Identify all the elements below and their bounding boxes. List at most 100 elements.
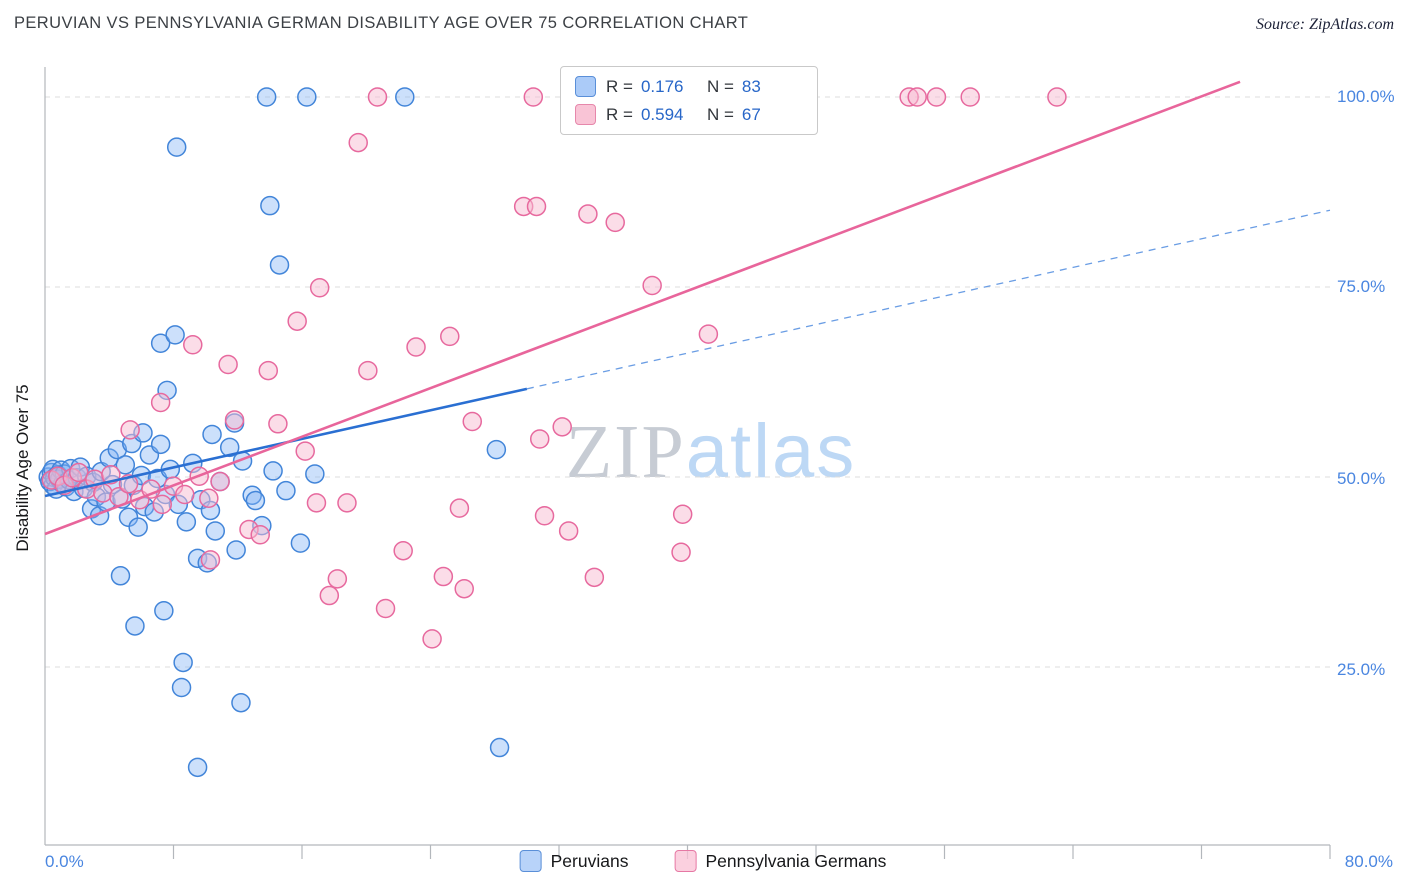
point-pennsylvania-germans xyxy=(200,550,221,570)
point-peruvians xyxy=(202,424,222,445)
point-pennsylvania-germans xyxy=(93,483,113,503)
legend-item-peruvians: Peruvians xyxy=(519,850,629,872)
point-pennsylvania-germans xyxy=(319,585,340,606)
point-peruvians xyxy=(166,137,187,157)
point-peruvians xyxy=(242,485,262,505)
chart-title: PERUVIAN VS PENNSYLVANIA GERMAN DISABILI… xyxy=(14,14,749,32)
point-peruvians xyxy=(269,255,290,275)
point-pennsylvania-germans xyxy=(218,354,238,375)
watermark-zip: ZIP xyxy=(565,410,686,494)
point-peruvians xyxy=(154,601,174,621)
point-pennsylvania-germans xyxy=(348,132,368,153)
legend-row-pa-germans: R = 0.594 N = 67 xyxy=(575,104,803,125)
point-pennsylvania-germans xyxy=(199,488,219,509)
point-pennsylvania-germans xyxy=(440,326,460,347)
point-peruvians xyxy=(297,87,317,107)
point-pennsylvania-germans xyxy=(433,566,454,587)
point-peruvians xyxy=(489,737,510,758)
x-min-label: 0.0% xyxy=(45,852,84,871)
point-pennsylvania-germans xyxy=(68,462,89,483)
pa-germans-trendline-solid xyxy=(44,80,1241,536)
pa-germans-swatch-icon xyxy=(575,104,596,125)
point-pennsylvania-germans xyxy=(295,441,315,461)
point-pennsylvania-germans xyxy=(584,567,605,588)
point-pennsylvania-germans xyxy=(454,578,474,599)
point-pennsylvania-germans xyxy=(358,360,378,381)
point-pennsylvania-germans xyxy=(672,504,693,524)
point-pennsylvania-germans xyxy=(523,87,544,107)
point-peruvians xyxy=(173,652,193,673)
point-pennsylvania-germans xyxy=(462,411,483,432)
point-peruvians xyxy=(150,434,171,455)
x-max-label: 80.0% xyxy=(1344,852,1393,871)
y-tick-100: 100.0% xyxy=(1337,87,1395,106)
watermark-atlas: atlas xyxy=(685,409,857,494)
r-label: R = xyxy=(606,104,633,124)
peruvians-trendline-dashed xyxy=(526,209,1331,390)
point-pennsylvania-germans xyxy=(605,212,625,233)
point-peruvians xyxy=(231,692,251,713)
point-pennsylvania-germans xyxy=(698,324,719,344)
point-pennsylvania-germans xyxy=(960,87,980,107)
point-peruvians xyxy=(125,616,145,636)
point-peruvians xyxy=(290,533,311,553)
point-peruvians xyxy=(263,461,283,481)
point-pennsylvania-germans xyxy=(449,498,470,518)
y-tick-75: 75.0% xyxy=(1337,277,1386,296)
point-pennsylvania-germans xyxy=(210,471,230,492)
legend-label-peruvians: Peruvians xyxy=(550,850,629,871)
n-value-pa-germans: 67 xyxy=(741,104,761,124)
peruvians-swatch-icon xyxy=(575,76,596,97)
point-pennsylvania-germans xyxy=(224,410,245,430)
point-peruvians xyxy=(107,439,128,460)
point-pennsylvania-germans xyxy=(406,337,426,357)
point-pennsylvania-germans xyxy=(578,204,598,224)
point-pennsylvania-germans xyxy=(375,598,396,619)
point-pennsylvania-germans xyxy=(558,521,579,541)
legend-row-peruvians: R = 0.176 N = 83 xyxy=(575,76,803,97)
point-peruvians xyxy=(245,490,266,511)
peruvians-swatch-icon xyxy=(519,850,542,872)
point-peruvians xyxy=(260,195,280,216)
correlation-legend-box: R = 0.176 N = 83 R = 0.594 N = 67 xyxy=(560,66,818,135)
point-peruvians xyxy=(187,757,208,778)
r-label: R = xyxy=(606,76,633,96)
point-pennsylvania-germans xyxy=(309,278,330,298)
point-pennsylvania-germans xyxy=(327,569,348,589)
point-peruvians xyxy=(110,566,131,586)
point-pennsylvania-germans xyxy=(367,87,388,107)
point-pennsylvania-germans xyxy=(287,311,307,331)
y-tick-25: 25.0% xyxy=(1337,660,1386,679)
point-peruvians xyxy=(219,437,240,458)
watermark: ZIPatlas xyxy=(566,408,857,496)
point-pennsylvania-germans xyxy=(907,87,927,107)
point-pennsylvania-germans xyxy=(150,392,171,413)
point-pennsylvania-germans xyxy=(422,629,442,649)
point-peruvians xyxy=(115,455,136,475)
point-peruvians xyxy=(128,517,148,537)
legend-label-pa-germans: Pennsylvania Germans xyxy=(705,850,887,871)
point-peruvians xyxy=(226,540,246,560)
n-label: N = xyxy=(706,104,734,124)
point-pennsylvania-germans xyxy=(534,506,555,526)
point-pennsylvania-germans xyxy=(306,493,327,513)
point-pennsylvania-germans xyxy=(1047,87,1067,107)
point-pennsylvania-germans xyxy=(183,335,203,355)
point-peruvians xyxy=(305,464,325,484)
point-pennsylvania-germans xyxy=(152,494,173,515)
point-pennsylvania-germans xyxy=(268,414,288,434)
point-peruvians xyxy=(256,87,277,107)
y-tick-50: 50.0% xyxy=(1337,469,1386,488)
point-pennsylvania-germans xyxy=(926,87,947,107)
point-peruvians xyxy=(276,480,296,501)
legend-item-pa-germans: Pennsylvania Germans xyxy=(674,850,886,872)
n-label: N = xyxy=(706,76,734,96)
point-pennsylvania-germans xyxy=(174,484,195,505)
point-peruvians xyxy=(395,87,415,107)
r-value-pa-germans: 0.594 xyxy=(640,104,684,124)
point-peruvians xyxy=(165,325,185,345)
point-pennsylvania-germans xyxy=(671,542,691,562)
point-pennsylvania-germans xyxy=(120,420,140,440)
